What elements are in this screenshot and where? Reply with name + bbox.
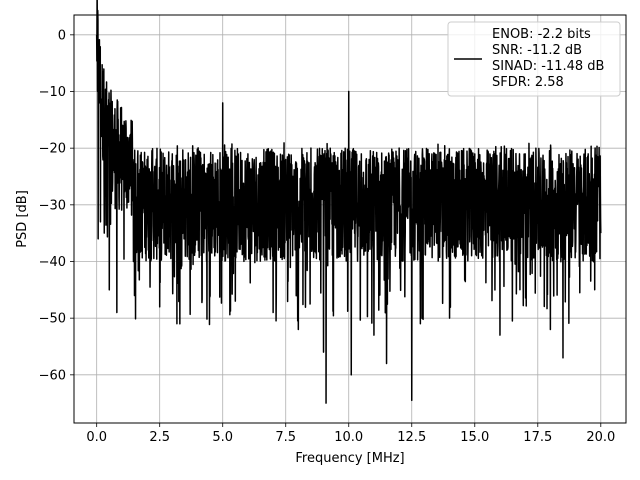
y-axis-ticks: 0 −10 −20 −30 −40 −50 −60 — [39, 28, 74, 383]
x-tick-label: 10.0 — [334, 430, 363, 445]
legend: ENOB: -2.2 bits SNR: -11.2 dB SINAD: -11… — [447, 21, 621, 97]
y-tick-label: −10 — [39, 85, 66, 100]
x-tick-label: 20.0 — [586, 430, 615, 445]
y-tick-label: −30 — [39, 198, 66, 213]
x-tick-label: 7.5 — [275, 430, 296, 445]
y-tick-label: 0 — [58, 28, 66, 43]
plot-area-frame — [73, 14, 627, 424]
x-tick-label: 17.5 — [523, 430, 552, 445]
y-tick-label: −60 — [39, 368, 66, 383]
y-tick-label: −50 — [39, 312, 66, 327]
x-tick-label: 5.0 — [212, 430, 233, 445]
legend-box — [447, 21, 621, 97]
x-tick-label: 0.0 — [86, 430, 107, 445]
y-axis-label: PSD [dB] — [15, 190, 30, 248]
legend-sinad-text: SINAD: -11.48 dB — [492, 59, 604, 74]
y-tick-label: −20 — [39, 142, 66, 157]
legend-sfdr-text: SFDR: 2.58 — [492, 75, 564, 90]
x-axis-ticks: 0.0 2.5 5.0 7.5 10.0 12.5 15.0 17.5 20.0 — [86, 423, 615, 445]
x-axis-label: Frequency [MHz] — [295, 451, 404, 466]
x-tick-label: 2.5 — [149, 430, 170, 445]
legend-enob-text: ENOB: -2.2 bits — [492, 27, 591, 42]
x-tick-label: 12.5 — [397, 430, 426, 445]
legend-snr-text: SNR: -11.2 dB — [492, 43, 582, 58]
psd-series — [95, 0, 602, 404]
y-tick-label: −40 — [39, 255, 66, 270]
x-tick-label: 15.0 — [460, 430, 489, 445]
psd-trace — [95, 0, 602, 404]
